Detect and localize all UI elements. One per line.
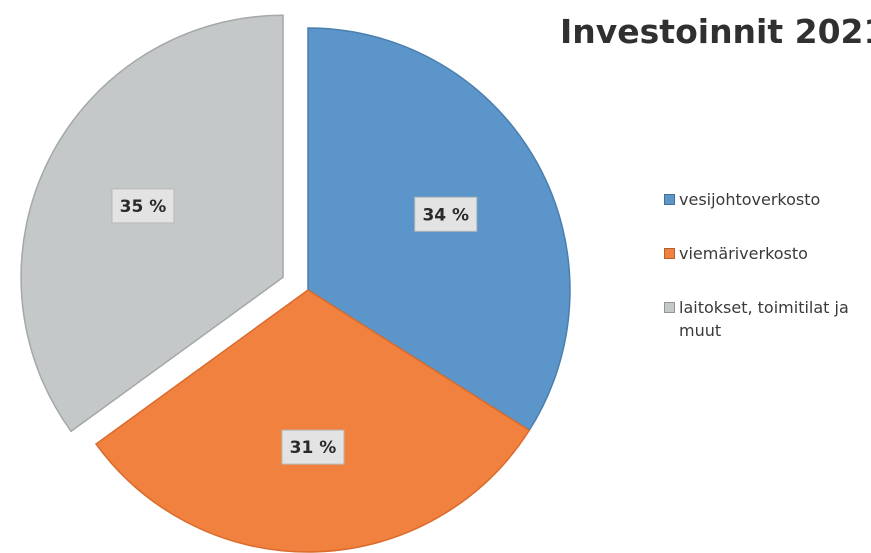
legend-label: laitokset, toimitilat ja muut <box>679 298 849 340</box>
data-label-text: 35 % <box>120 197 167 217</box>
data-label-box <box>281 429 345 465</box>
pie-slice-2 <box>94 289 531 553</box>
legend-swatch-icon <box>664 302 675 313</box>
data-label-box <box>414 196 478 232</box>
data-label-3: 35 % <box>111 188 175 224</box>
data-label-2: 31 % <box>281 429 345 465</box>
chart-title: Investoinnit 2021 <box>560 12 871 51</box>
data-label-box <box>111 188 175 224</box>
legend: vesijohtoverkosto viemäriverkosto laitok… <box>664 188 864 373</box>
data-label-text: 34 % <box>422 205 469 225</box>
legend-label: vesijohtoverkosto <box>679 190 821 209</box>
legend-item-laitokset: laitokset, toimitilat ja muut <box>664 296 864 342</box>
data-label-1: 34 % <box>414 196 478 232</box>
data-label-text: 31 % <box>290 438 337 458</box>
legend-item-viemariverkosto: viemäriverkosto <box>664 242 864 265</box>
legend-swatch-icon <box>664 248 675 259</box>
legend-item-vesijohtoverkosto: vesijohtoverkosto <box>664 188 864 211</box>
legend-swatch-icon <box>664 194 675 205</box>
legend-label: viemäriverkosto <box>679 244 808 263</box>
